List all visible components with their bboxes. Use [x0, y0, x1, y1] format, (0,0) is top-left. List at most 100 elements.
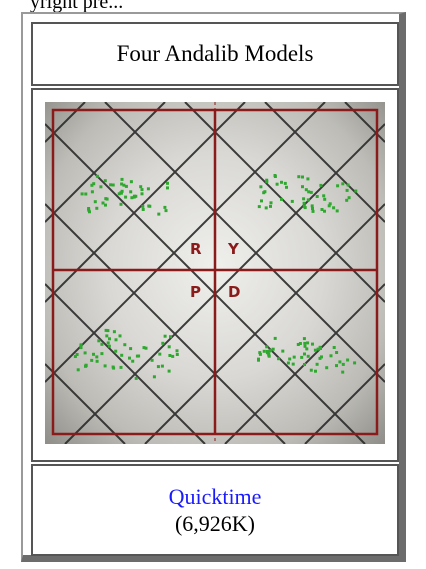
point-dot [265, 180, 269, 184]
point-dot [303, 363, 306, 366]
point-dot [259, 185, 263, 189]
point-dot [164, 209, 168, 213]
point-dot [80, 192, 84, 196]
point-dot [267, 353, 271, 357]
point-dot [122, 183, 126, 187]
point-dot [114, 338, 118, 342]
point-dot [163, 205, 167, 209]
point-dot [137, 354, 141, 358]
point-dot [95, 174, 99, 178]
title-cell: Four Andalib Models [31, 22, 399, 86]
point-dot [150, 358, 154, 362]
image-cell: R Y P D [31, 88, 399, 462]
point-dot [112, 330, 116, 334]
point-dot [128, 356, 131, 360]
point-dot [257, 357, 260, 361]
letter-p: P [190, 283, 201, 301]
point-dot [166, 181, 169, 185]
point-dot [347, 196, 351, 200]
point-dot [311, 342, 314, 346]
point-dot [303, 352, 306, 356]
point-dot [83, 351, 87, 355]
point-dot [114, 349, 118, 353]
point-dot [104, 328, 108, 332]
point-dot [87, 208, 91, 212]
point-dot [281, 349, 285, 353]
point-dot [315, 362, 319, 366]
point-dot [335, 364, 338, 368]
point-dot [318, 345, 322, 349]
point-dot [75, 353, 79, 356]
point-dot [335, 351, 339, 354]
point-dot [265, 345, 269, 349]
letter-y: Y [227, 240, 240, 258]
point-dot [314, 369, 317, 373]
point-dot [258, 351, 262, 355]
point-dot [298, 342, 302, 345]
models-image[interactable]: R Y P D [45, 102, 385, 444]
point-dot [306, 341, 310, 345]
point-dot [309, 190, 313, 194]
point-dot [119, 365, 123, 369]
top-clipped-text: yright pre... [30, 0, 124, 13]
point-dot [130, 196, 134, 200]
point-dot [120, 177, 124, 181]
point-dot [306, 198, 310, 202]
point-dot [90, 183, 94, 187]
point-dot [95, 355, 99, 359]
point-dot [134, 194, 138, 198]
point-dot [346, 183, 350, 187]
point-dot [160, 364, 164, 368]
point-dot [169, 335, 172, 339]
point-dot [92, 352, 95, 356]
point-dot [280, 197, 283, 201]
point-dot [292, 355, 296, 359]
point-dot [353, 361, 357, 365]
point-dot [328, 202, 332, 206]
point-dot [134, 376, 138, 380]
point-dot [119, 202, 123, 206]
point-dot [79, 343, 83, 347]
point-dot [95, 359, 99, 363]
point-dot [163, 334, 167, 338]
point-dot [338, 360, 342, 364]
point-dot [302, 201, 306, 205]
point-dot [158, 352, 162, 356]
point-dot [124, 184, 128, 188]
point-dot [300, 355, 304, 359]
point-dot [275, 182, 279, 186]
point-dot [273, 174, 277, 177]
point-dot [124, 195, 128, 199]
point-dot [286, 361, 290, 365]
quadrant-letters: R Y P D [190, 240, 240, 301]
point-dot [277, 357, 281, 361]
point-dot [100, 342, 104, 346]
quicktime-link[interactable]: Quicktime [168, 484, 262, 509]
point-dot [345, 198, 349, 202]
point-dot [327, 204, 331, 208]
point-dot [322, 194, 326, 198]
point-dot [354, 189, 358, 193]
point-dot [123, 343, 127, 347]
point-dot [345, 188, 349, 192]
diagonal-lattice [45, 102, 385, 444]
point-dot [307, 190, 311, 194]
point-dot [157, 212, 161, 216]
point-dot [120, 189, 124, 193]
point-dot [167, 345, 171, 349]
point-dot [141, 204, 145, 208]
point-dot [341, 370, 345, 374]
point-dot [166, 186, 169, 190]
point-dot [309, 368, 313, 372]
point-dot [323, 197, 327, 201]
point-dot [132, 195, 136, 199]
point-dot [84, 192, 88, 196]
point-dot [120, 353, 124, 357]
point-dot [90, 358, 94, 362]
point-dot [171, 354, 175, 358]
point-dot [341, 182, 345, 186]
point-dot [316, 347, 320, 351]
point-dot [109, 183, 113, 187]
file-size: (6,926K) [174, 511, 256, 536]
point-dot [303, 344, 307, 348]
